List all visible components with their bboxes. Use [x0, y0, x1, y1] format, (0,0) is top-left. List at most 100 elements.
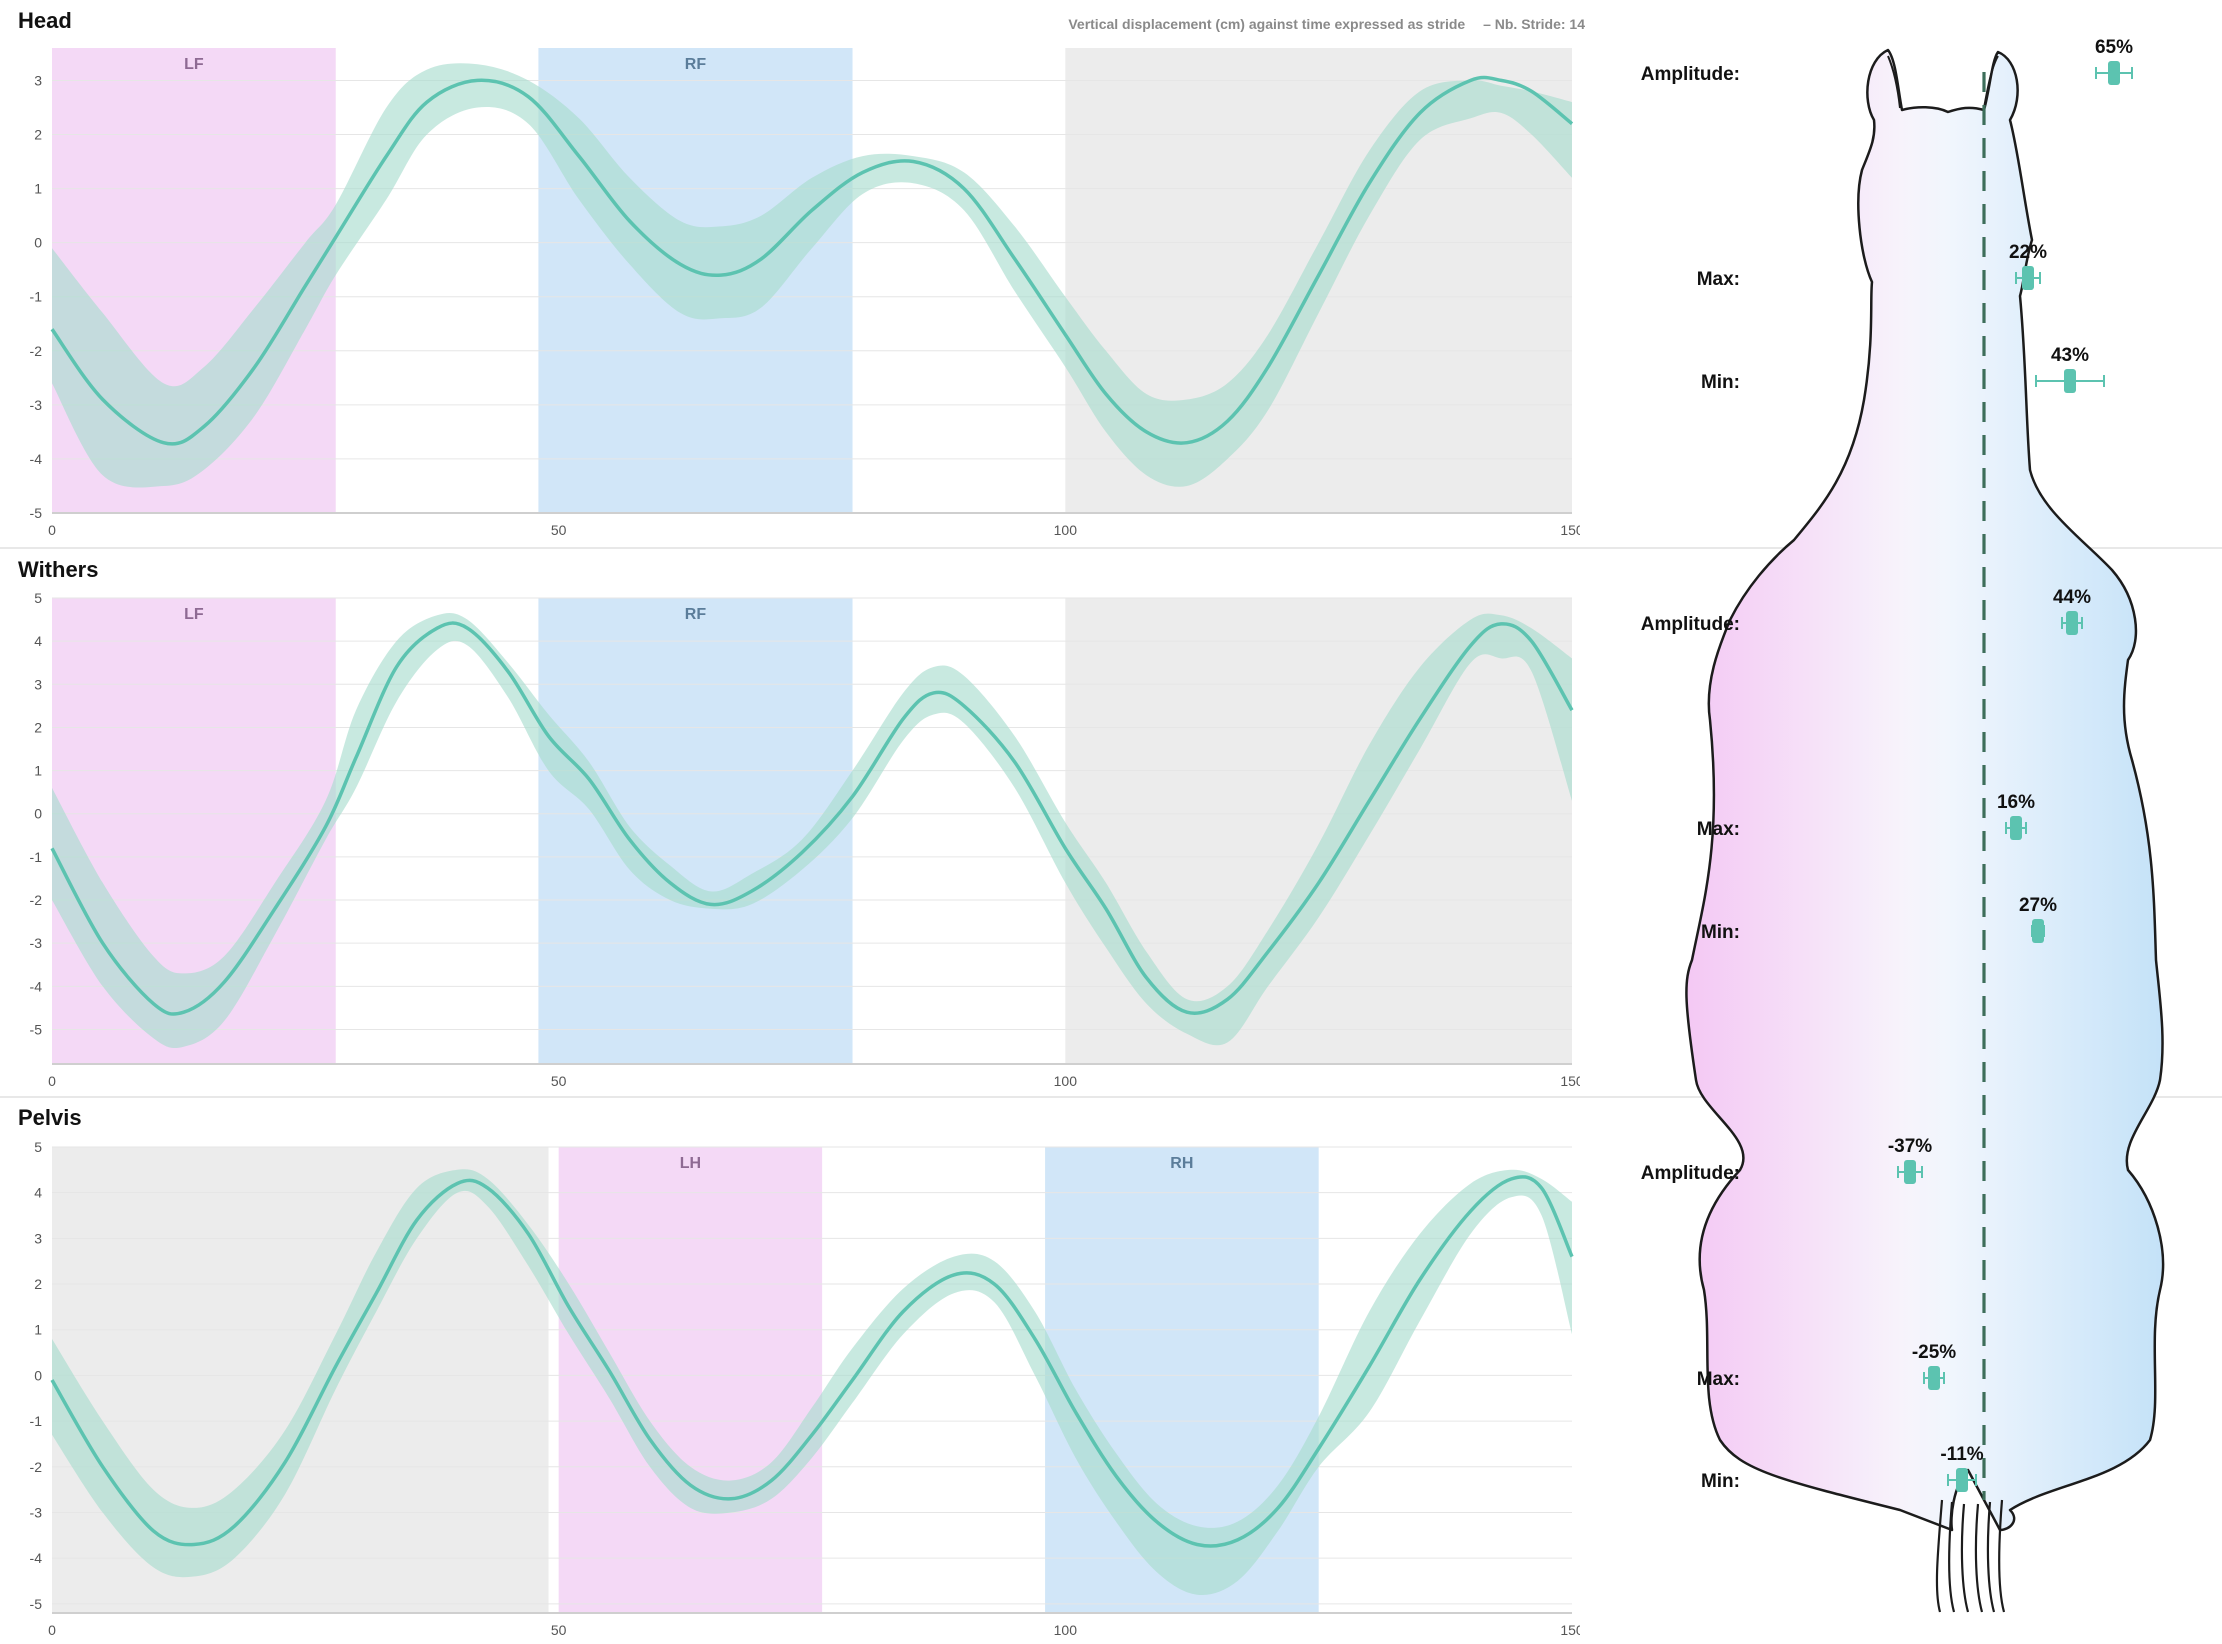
panel-title-withers: Withers: [18, 557, 99, 582]
y-tick-label: -3: [30, 1504, 43, 1520]
symmetry-marker: [1956, 1468, 1968, 1492]
panel-title-head: Head: [18, 8, 72, 33]
x-tick-label: 150: [1560, 1622, 1580, 1638]
stride-count: – Nb. Stride: 14: [1483, 16, 1585, 32]
y-tick-label: 2: [34, 1276, 42, 1292]
x-tick-label: 50: [551, 1622, 567, 1638]
y-tick-label: -1: [30, 849, 43, 865]
y-tick-label: -4: [30, 978, 43, 994]
phase-label: RH: [1170, 1155, 1193, 1172]
symmetry-marker: [2010, 816, 2022, 840]
symmetry-row-label: Amplitude:: [1641, 614, 1740, 635]
y-tick-label: 0: [34, 1367, 42, 1383]
y-tick-label: -2: [30, 1459, 43, 1475]
symmetry-value: 27%: [2019, 895, 2057, 916]
y-tick-label: 1: [34, 1322, 42, 1338]
y-tick-label: 3: [34, 676, 42, 692]
y-tick-label: -1: [30, 289, 43, 305]
symmetry-row-label: Min:: [1701, 922, 1740, 943]
left-ear: [1887, 55, 1901, 109]
phase-band-rf: [538, 598, 853, 1064]
x-tick-label: 100: [1054, 1622, 1078, 1638]
symmetry-value: 43%: [2051, 345, 2089, 366]
x-tick-label: 0: [48, 1622, 56, 1638]
y-tick-label: 2: [34, 127, 42, 143]
phase-band-grey: [52, 1147, 549, 1613]
mean-line: [50, 1175, 1574, 1548]
panel-title-pelvis: Pelvis: [18, 1105, 82, 1130]
y-tick-label: 5: [34, 1139, 42, 1155]
y-tick-label: 1: [34, 763, 42, 779]
symmetry-marker: [2022, 266, 2034, 290]
symmetry-row-label: Min:: [1701, 372, 1740, 393]
symmetry-value: 16%: [1997, 792, 2035, 813]
symmetry-marker: [2108, 61, 2120, 85]
confidence-band: [52, 1169, 1572, 1595]
phase-label: RF: [685, 606, 707, 623]
x-tick-label: 0: [48, 522, 56, 538]
right-ear: [1983, 55, 1999, 109]
body-symmetry-diagram: Amplitude: 65% Max: 22% Min: 43% Amplitude: 44%…: [1641, 37, 2165, 1613]
symmetry-row-label: Max:: [1697, 1369, 1740, 1390]
body-outline: [1685, 48, 2165, 1532]
y-tick-label: 4: [34, 633, 42, 649]
subtitle-text: Vertical displacement (cm) against time …: [1068, 16, 1466, 32]
chart-subtitle: Vertical displacement (cm) against time …: [1068, 16, 1585, 32]
y-tick-label: 0: [34, 806, 42, 822]
symmetry-marker: [2064, 369, 2076, 393]
x-tick-label: 100: [1054, 1073, 1078, 1089]
mean-line: [50, 621, 1574, 1016]
y-tick-label: 1: [34, 181, 42, 197]
symmetry-value: 44%: [2053, 587, 2091, 608]
panel-separator: [0, 547, 2222, 549]
symmetry-row-label: Amplitude:: [1641, 1163, 1740, 1184]
x-tick-label: 50: [551, 522, 567, 538]
y-tick-label: -4: [30, 1550, 43, 1566]
x-tick-label: 150: [1560, 1073, 1580, 1089]
phase-label: RF: [685, 56, 707, 73]
symmetry-marker: [2066, 611, 2078, 635]
symmetry-marker: [1928, 1366, 1940, 1390]
y-tick-label: -4: [30, 451, 43, 467]
y-tick-label: -2: [30, 892, 43, 908]
symmetry-row-label: Max:: [1697, 269, 1740, 290]
y-tick-label: -5: [30, 1596, 43, 1612]
symmetry-row-label: Min:: [1701, 1471, 1740, 1492]
y-tick-label: 5: [34, 590, 42, 606]
phase-label: LF: [184, 606, 204, 623]
symmetry-value: 22%: [2009, 242, 2047, 263]
symmetry-value: -11%: [1940, 1444, 1983, 1465]
panel-separator: [0, 1096, 2222, 1098]
symmetry-row-label: Max:: [1697, 819, 1740, 840]
y-tick-label: 4: [34, 1185, 42, 1201]
symmetry-value: -25%: [1912, 1342, 1956, 1363]
x-tick-label: 150: [1560, 522, 1580, 538]
y-tick-label: -3: [30, 935, 43, 951]
symmetry-value: 65%: [2095, 37, 2133, 58]
x-tick-label: 50: [551, 1073, 567, 1089]
x-tick-label: 0: [48, 1073, 56, 1089]
y-tick-label: -5: [30, 1021, 43, 1037]
phase-label: LH: [680, 1155, 701, 1172]
confidence-band: [52, 63, 1572, 488]
symmetry-row-label: Amplitude:: [1641, 64, 1740, 85]
phase-label: LF: [184, 56, 204, 73]
y-tick-label: -3: [30, 397, 43, 413]
y-tick-label: 0: [34, 235, 42, 251]
tail: [1935, 1499, 2006, 1613]
y-tick-label: -5: [30, 505, 43, 521]
y-tick-label: 3: [34, 72, 42, 88]
symmetry-value: -37%: [1888, 1136, 1932, 1157]
y-tick-label: -1: [30, 1413, 43, 1429]
mean-line: [50, 75, 1574, 446]
confidence-band: [52, 612, 1572, 1049]
symmetry-marker: [1904, 1160, 1916, 1184]
x-tick-label: 100: [1054, 522, 1078, 538]
symmetry-marker: [2032, 919, 2044, 943]
y-tick-label: 2: [34, 719, 42, 735]
head-chart: LF RF -5 -4 -3 -2 -1 0 1 2 3 0 50 100 150: [30, 48, 1580, 538]
y-tick-label: 3: [34, 1230, 42, 1246]
y-tick-label: -2: [30, 343, 43, 359]
